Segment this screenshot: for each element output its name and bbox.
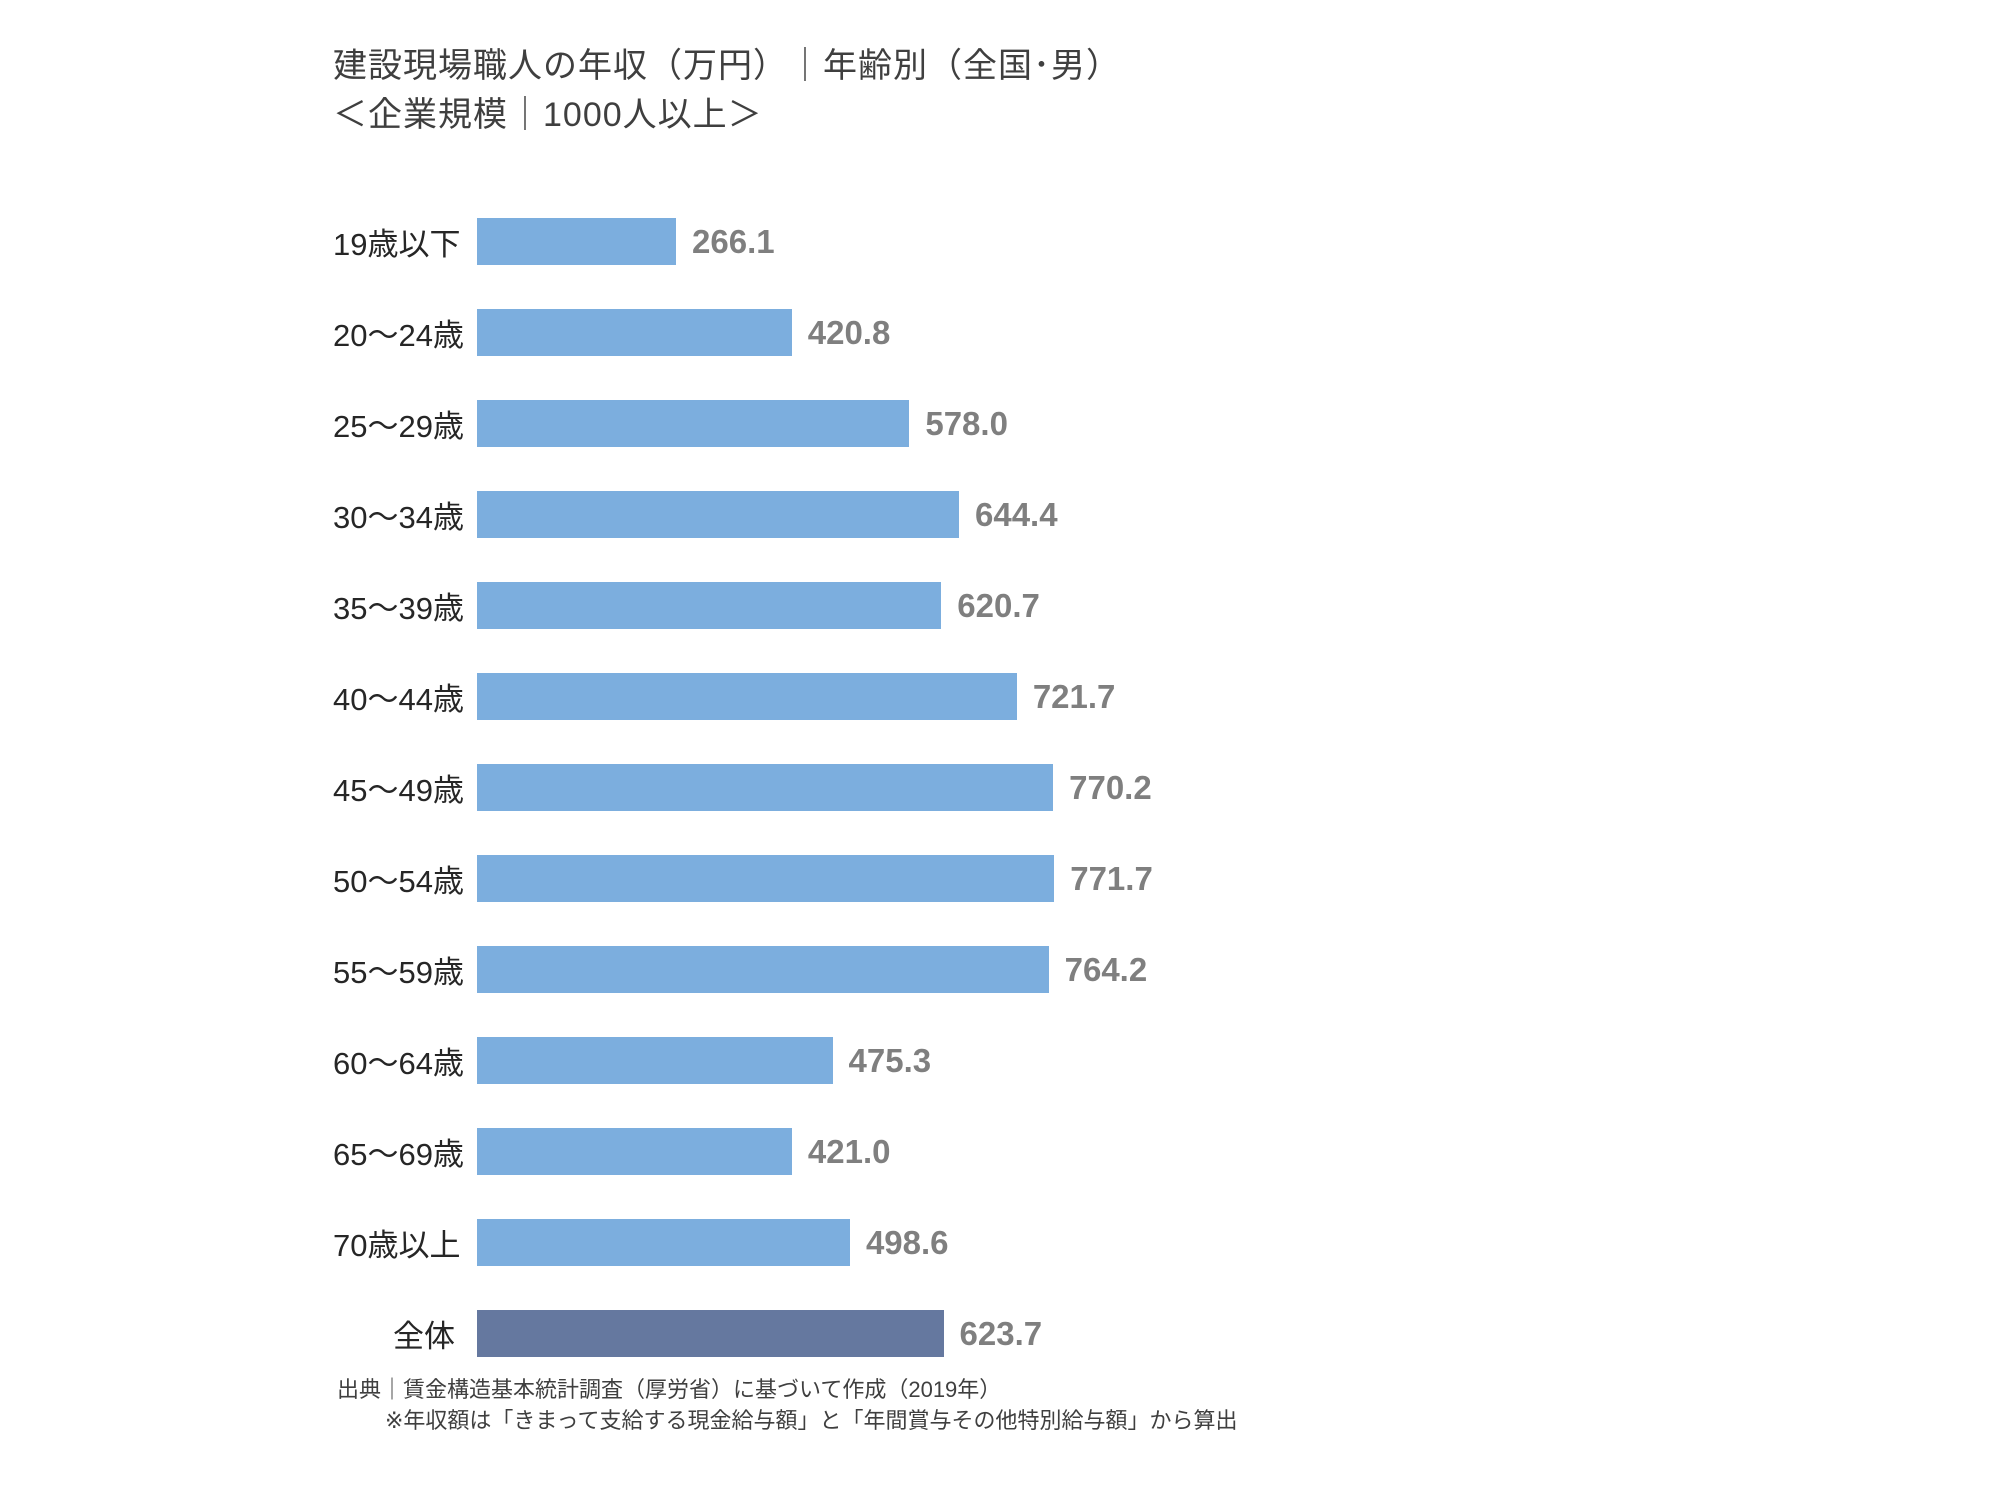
value-label: 644.4 [975,495,1058,533]
value-label: 498.6 [865,1223,949,1261]
bar [477,764,1054,811]
category-label: 25～29歳 [333,409,464,444]
chart-title: 建設現場職人の年収（万円）｜年齢別（全国･男） [333,47,1121,85]
category-label: 19歳以下 [333,227,461,262]
chart-row: 45～49歳 770.2 [333,742,1153,833]
chart-row: 55～59歳 764.2 [333,924,1153,1015]
value-label: 620.7 [957,586,1040,624]
category-label: 60～64歳 [333,1046,464,1081]
bar-total [477,1310,944,1357]
bar-chart: 19歳以下 266.1 20～24歳 420.8 25～29歳 578.0 30～34歳 64… [333,196,1153,1379]
category-label: 全体 [393,1319,455,1354]
chart-row: 60～64歳 475.3 [333,1015,1153,1106]
chart-subtitle: ＜企業規模｜1000人以上＞ [333,96,763,134]
bar [477,1219,850,1266]
value-label: 721.7 [1032,677,1116,715]
value-label: 266.1 [692,222,775,260]
bar [477,1037,833,1084]
bar [477,1128,792,1175]
category-label: 30～34歳 [333,500,464,535]
chart-header: 建設現場職人の年収（万円）｜年齢別（全国･男） ＜企業規模｜1000人以上＞ [333,42,1121,140]
bar [477,400,910,447]
bar [477,582,942,629]
value-label: 764.2 [1064,950,1148,988]
chart-row: 40～44歳 721.7 [333,651,1153,742]
bar [477,855,1055,902]
category-label: 55～59歳 [333,955,464,990]
value-label: 623.7 [959,1314,1043,1352]
source-note: 出典｜賃金構造基本統計調査（厚労省）に基づいて作成（2019年） [337,1377,1002,1402]
bar [477,946,1049,993]
category-label: 70歳以上 [333,1228,461,1263]
category-label: 40～44歳 [333,682,464,717]
category-label: 35～39歳 [333,591,464,626]
value-label: 578.0 [925,404,1008,442]
chart-row: 19歳以下 266.1 [333,196,1153,287]
chart-row: 30～34歳 644.4 [333,469,1153,560]
value-label: 421.0 [807,1132,891,1170]
chart-row: 35～39歳 620.7 [333,560,1153,651]
category-label: 50～54歳 [333,864,464,899]
bar [477,491,959,538]
value-label: 420.8 [807,313,891,351]
category-label: 20～24歳 [333,318,464,353]
chart-footer: 出典｜賃金構造基本統計調査（厚労省）に基づいて作成（2019年） ※年収額は「き… [337,1374,1237,1436]
chart-row: 70歳以上 498.6 [333,1197,1153,1288]
chart-row: 20～24歳 420.8 [333,287,1153,378]
bar [477,218,677,265]
bar [477,309,792,356]
chart-row: 65～69歳 421.0 [333,1106,1153,1197]
calculation-note: ※年収額は「きまって支給する現金給与額」と「年間賞与その他特別給与額」から算出 [385,1408,1238,1433]
category-label: 65～69歳 [333,1137,464,1172]
chart-row: 25～29歳 578.0 [333,378,1153,469]
bar [477,673,1017,720]
value-label: 771.7 [1070,859,1153,897]
chart-row: 全体 623.7 [333,1288,1153,1379]
value-label: 770.2 [1069,768,1152,806]
chart-row: 50～54歳 771.7 [333,833,1153,924]
category-label: 45～49歳 [333,773,464,808]
value-label: 475.3 [848,1041,932,1079]
